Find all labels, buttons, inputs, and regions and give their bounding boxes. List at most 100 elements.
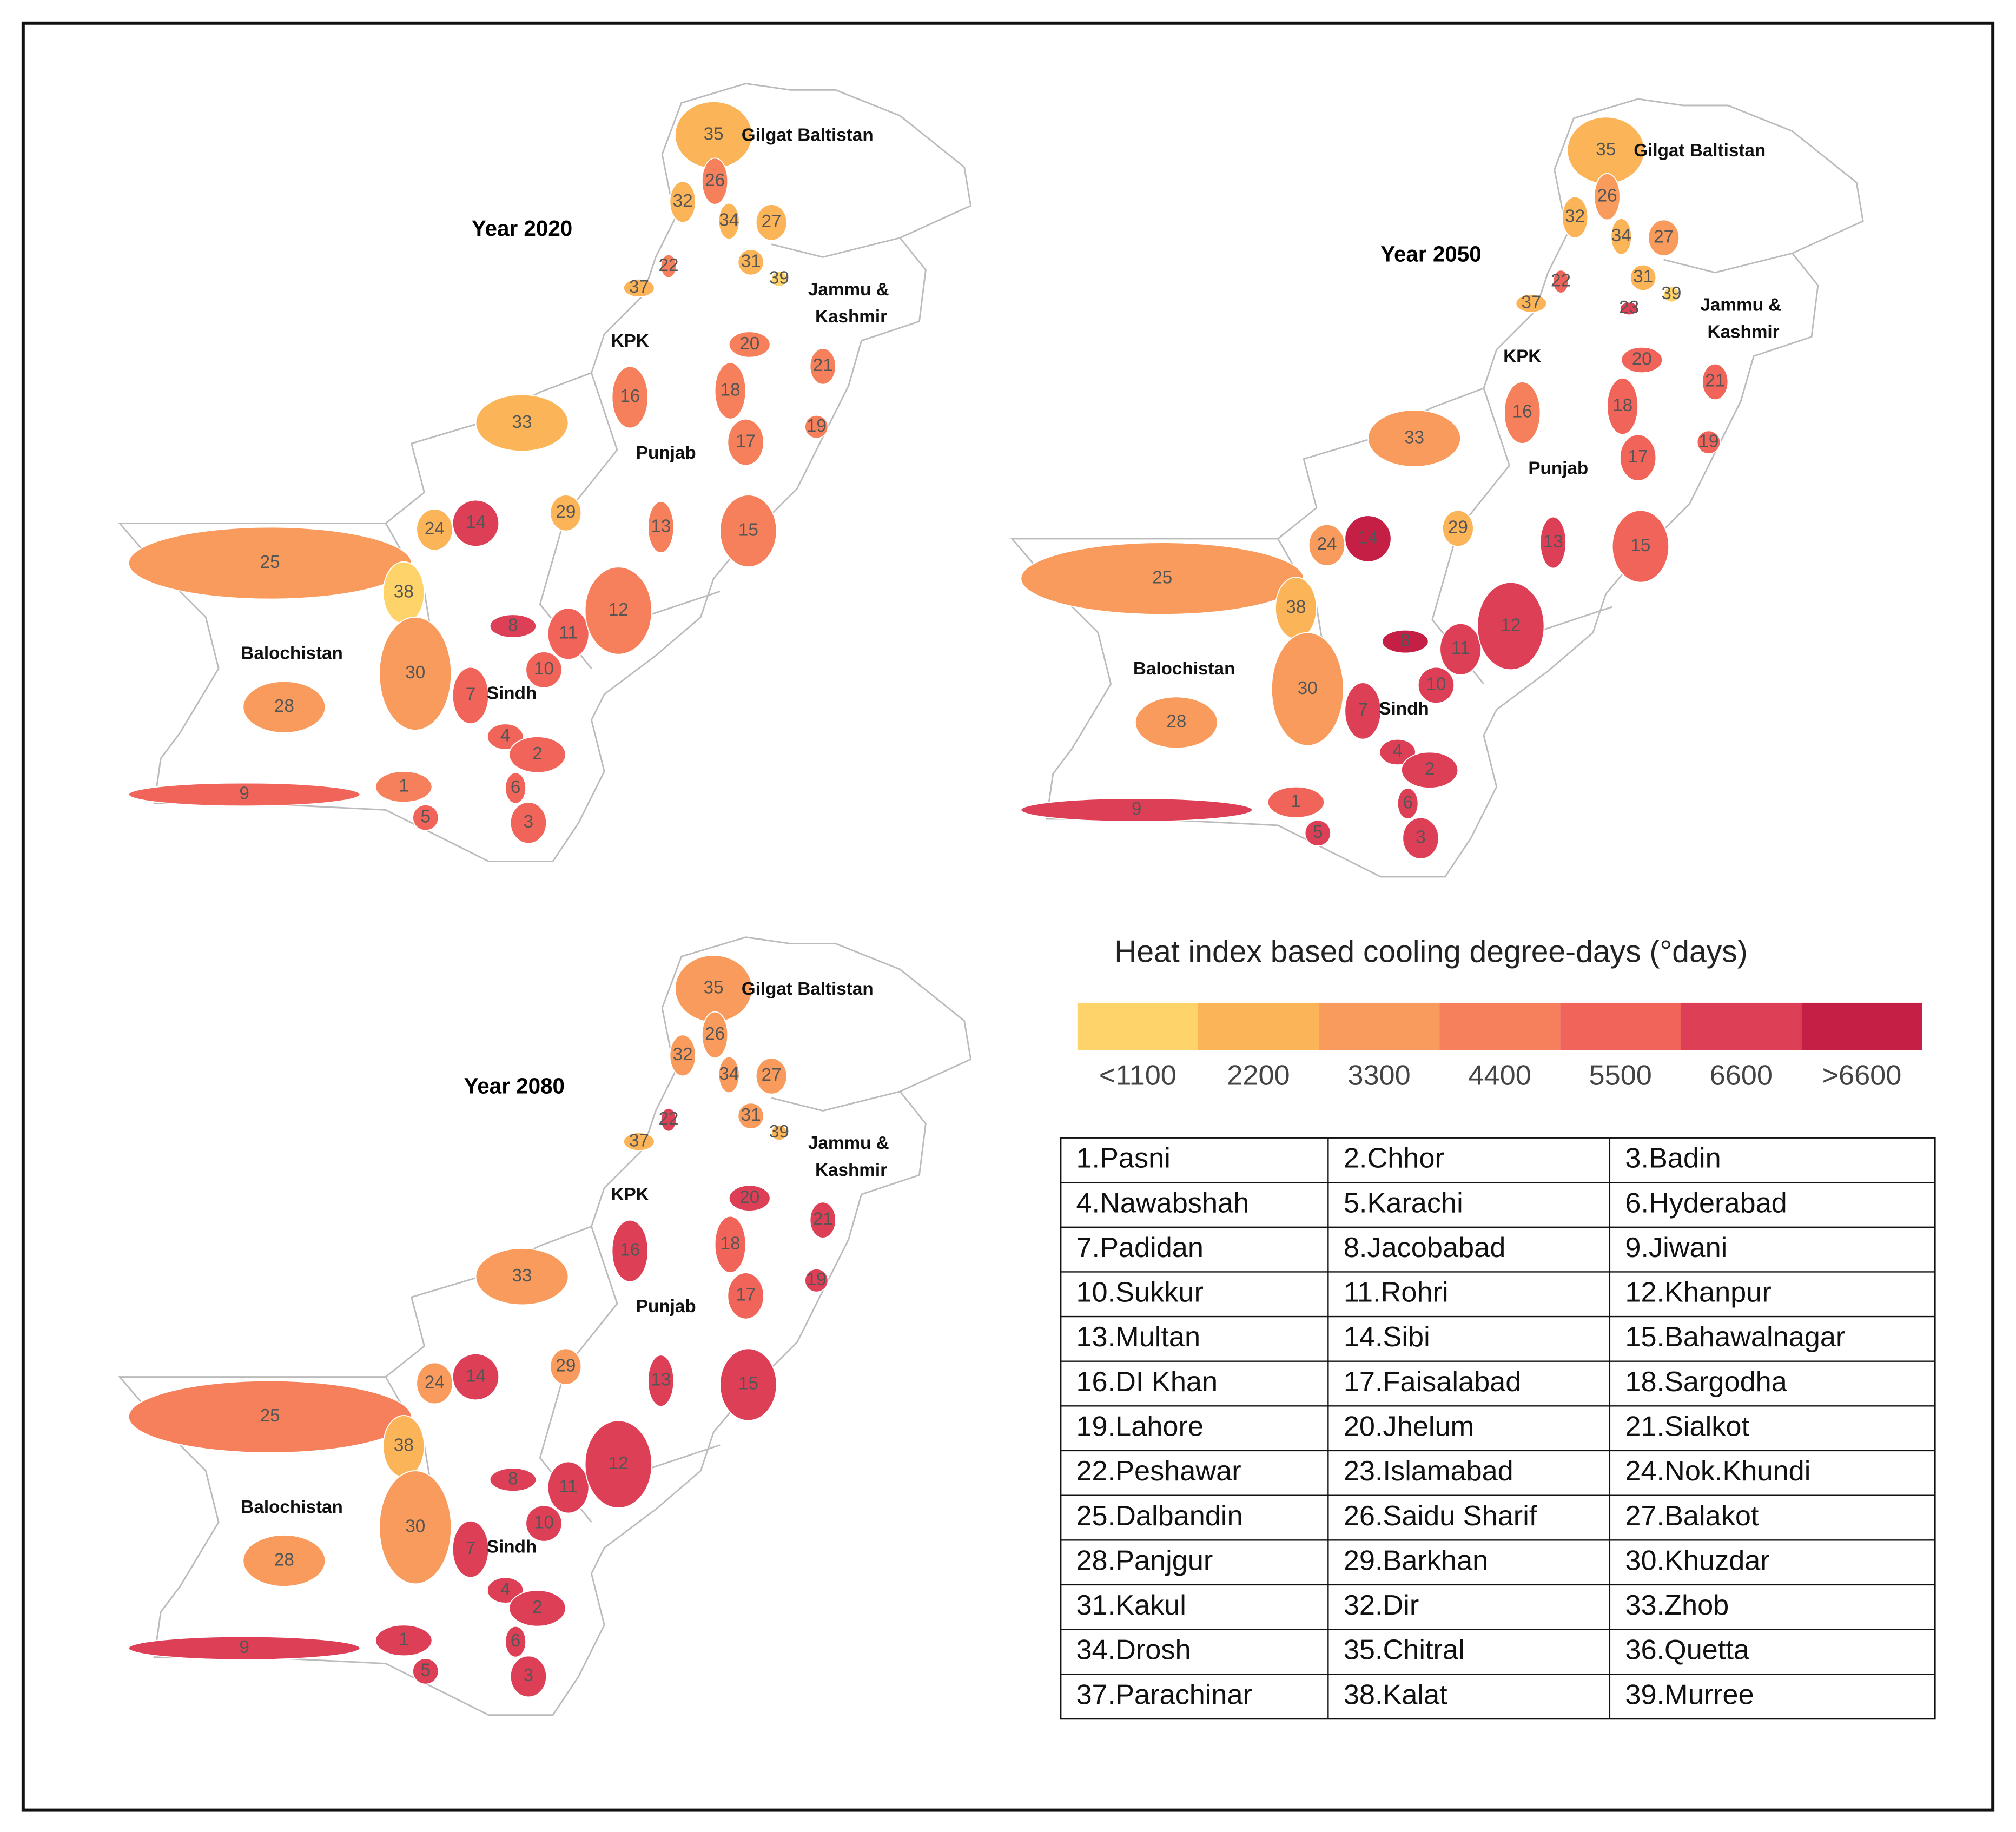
- station-number: 2: [532, 744, 543, 764]
- region-label: Jammu &: [808, 280, 889, 300]
- station-number: 8: [508, 615, 518, 635]
- region-label: Gilgat Baltistan: [742, 125, 874, 145]
- station-number: 21: [813, 355, 833, 375]
- station-number: 12: [609, 600, 629, 620]
- table-cell: 16.DI Khan: [1076, 1366, 1218, 1398]
- table-cell: 29.Barkhan: [1344, 1545, 1488, 1576]
- station-area: [379, 616, 452, 731]
- table-cell: 3.Badin: [1625, 1143, 1721, 1174]
- station-area: [452, 1520, 490, 1578]
- station-number: 26: [705, 1024, 725, 1044]
- region-label: Kashmir: [1707, 322, 1779, 342]
- station-number: 15: [738, 520, 758, 540]
- station-number: 11: [1451, 638, 1470, 658]
- station-number: 18: [721, 1234, 741, 1254]
- station-number: 13: [651, 516, 671, 536]
- station-number: 35: [704, 978, 724, 998]
- station-area: [1607, 377, 1639, 435]
- station-area: [660, 254, 677, 279]
- station-number: 5: [1313, 822, 1323, 842]
- region-label: Balochistan: [1133, 659, 1235, 679]
- station-number: 39: [769, 268, 789, 288]
- station-number: 23: [1619, 297, 1639, 318]
- station-area: [727, 418, 764, 466]
- station-area: [1304, 819, 1332, 846]
- station-number: 12: [1501, 615, 1521, 635]
- station-area: [719, 1348, 777, 1421]
- station-number: 19: [807, 416, 827, 436]
- station-number: 2: [532, 1597, 543, 1617]
- station-area: [1400, 751, 1459, 789]
- region-label: Balochistan: [241, 644, 343, 664]
- table-cell: 36.Quetta: [1625, 1635, 1750, 1666]
- station-number: 29: [556, 502, 576, 522]
- legend-title: Heat index based cooling degree-days (°d…: [1114, 935, 1747, 969]
- station-area: [623, 278, 655, 298]
- legend-swatch: [1681, 1002, 1802, 1050]
- table-cell: 31.Kakul: [1076, 1590, 1186, 1621]
- table-cell: 15.Bahawalnagar: [1625, 1321, 1845, 1353]
- region-label: Sindh: [1379, 699, 1429, 719]
- station-area: [416, 1362, 453, 1405]
- station-area: [1267, 786, 1325, 818]
- station-area: [242, 1534, 326, 1587]
- station-area: [1648, 219, 1680, 256]
- station-area: [669, 1034, 696, 1077]
- station-number: 22: [1551, 270, 1571, 290]
- region-label: KPK: [1503, 347, 1541, 367]
- table-cell: 19.Lahore: [1076, 1411, 1203, 1442]
- station-area: [755, 1057, 788, 1095]
- station-number: 28: [274, 696, 294, 716]
- table-cell: 4.Nawabshah: [1076, 1187, 1249, 1219]
- station-number: 24: [425, 519, 445, 539]
- station-area: [452, 1353, 500, 1401]
- station-number: 31: [1633, 267, 1653, 287]
- station-area: [1442, 510, 1474, 547]
- station-number: 3: [524, 1665, 534, 1685]
- station-area: [1439, 623, 1482, 676]
- station-number: 9: [239, 1637, 249, 1657]
- station-area: [508, 736, 566, 773]
- station-number: 17: [1628, 447, 1648, 467]
- station-area: [375, 1624, 433, 1657]
- station-area: [1610, 218, 1632, 255]
- figure-border: [21, 21, 1995, 1812]
- station-area: [1619, 301, 1639, 316]
- station-number: 33: [1404, 427, 1424, 447]
- table-cell: 18.Sargodha: [1625, 1366, 1787, 1398]
- station-number: 25: [260, 552, 280, 572]
- legend-swatch: [1560, 1002, 1681, 1050]
- station-number: 16: [620, 386, 640, 406]
- legend-swatch: [1439, 1002, 1561, 1050]
- station-area: [1379, 738, 1416, 766]
- station-number: 30: [405, 663, 425, 683]
- station-area: [1663, 286, 1680, 303]
- station-area: [1702, 363, 1729, 401]
- station-number: 34: [1611, 226, 1631, 246]
- station-area: [1134, 696, 1218, 749]
- station-number: 28: [274, 1550, 294, 1570]
- table-cell: 32.Dir: [1344, 1590, 1419, 1621]
- table-cell: 21.Sialkot: [1625, 1411, 1749, 1442]
- station-area: [505, 1625, 527, 1658]
- station-area: [669, 181, 696, 223]
- station-number: 33: [512, 1266, 532, 1286]
- station-number: 3: [524, 812, 534, 832]
- station-area: [1020, 542, 1305, 616]
- station-area: [128, 1380, 412, 1453]
- station-area: [550, 494, 582, 532]
- station-area: [718, 202, 740, 240]
- table-cell: 37.Parachinar: [1076, 1679, 1252, 1710]
- station-number: 12: [609, 1453, 629, 1473]
- station-number: 24: [1317, 534, 1337, 554]
- station-number: 31: [741, 1105, 761, 1125]
- map-title: Year 2020: [472, 216, 572, 241]
- station-area: [1271, 632, 1344, 746]
- station-number: 38: [394, 582, 414, 602]
- station-area: [647, 501, 675, 553]
- table-cell: 30.Khuzdar: [1625, 1545, 1769, 1576]
- station-area: [755, 203, 788, 241]
- station-number: 10: [534, 1512, 554, 1532]
